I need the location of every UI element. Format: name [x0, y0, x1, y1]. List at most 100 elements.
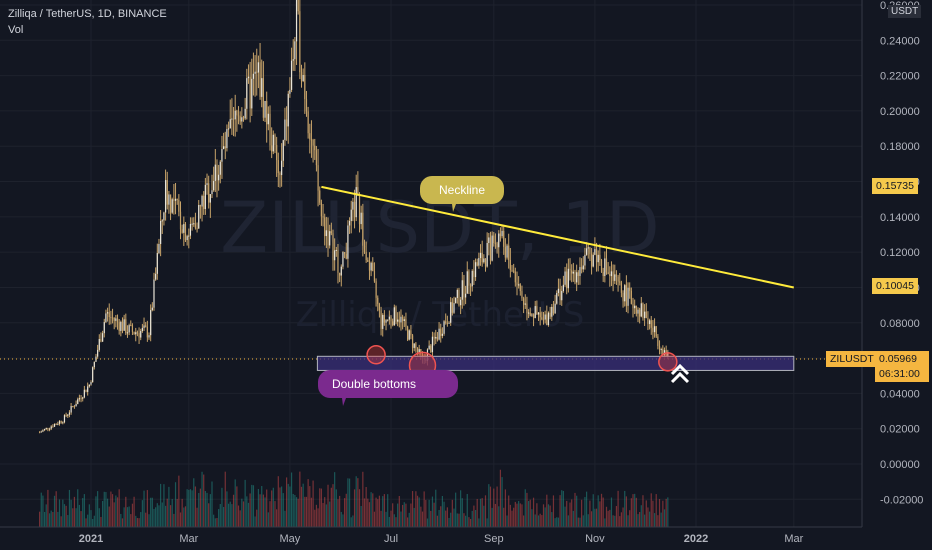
- volume-bar: [209, 494, 211, 527]
- candle-body: [640, 303, 642, 317]
- volume-bar: [473, 505, 475, 527]
- candle-body: [226, 129, 228, 149]
- volume-bar: [90, 510, 92, 527]
- volume-bar: [526, 492, 528, 527]
- volume-bar: [403, 502, 405, 527]
- volume-bar: [237, 505, 240, 527]
- candle-body: [72, 406, 74, 408]
- volume-bar: [377, 499, 379, 527]
- volume-bar: [586, 491, 588, 527]
- candle-body: [503, 230, 505, 247]
- bottom-marker: [366, 345, 386, 365]
- volume-bar: [594, 508, 596, 527]
- volume-bar: [256, 509, 258, 527]
- candle-body: [382, 314, 384, 329]
- candle-body: [466, 271, 468, 294]
- candle-body: [357, 187, 359, 195]
- candle-body: [100, 339, 102, 342]
- chart-grid: [0, 0, 862, 527]
- candle-body: [227, 128, 230, 130]
- volume-bar: [380, 510, 382, 527]
- candle-body: [521, 291, 523, 299]
- candle-body: [539, 312, 541, 318]
- volume-legend[interactable]: Vol: [8, 24, 24, 36]
- candle-body: [183, 224, 185, 233]
- volume-bar: [358, 489, 361, 527]
- volume-bar: [466, 493, 468, 527]
- price-axis: 0.260000.240000.220000.200000.180000.160…: [880, 0, 923, 506]
- candle-body: [387, 319, 389, 321]
- candle-body: [294, 41, 296, 60]
- volume-bar: [397, 503, 399, 527]
- volume-bar: [48, 513, 51, 527]
- candle-body: [223, 146, 225, 150]
- volume-bar: [564, 506, 566, 527]
- candle-body: [375, 281, 377, 298]
- volume-bar: [135, 515, 137, 527]
- symbol-title[interactable]: Zilliqa / TetherUS, 1D, BINANCE: [8, 8, 167, 20]
- volume-bar: [614, 515, 616, 527]
- candle-body: [319, 190, 321, 203]
- neckline-label: Neckline: [439, 183, 485, 197]
- volume-bar: [521, 504, 523, 527]
- candle-body: [48, 428, 51, 430]
- candle-body: [353, 201, 356, 218]
- volume-bar: [612, 515, 614, 527]
- volume-bar: [493, 488, 495, 527]
- volume-bar: [87, 514, 89, 527]
- volume-bar: [523, 515, 525, 527]
- candle-body: [642, 303, 644, 319]
- volume-bar: [110, 491, 112, 527]
- candle-body: [155, 273, 157, 280]
- candle-body: [532, 314, 535, 319]
- volume-bar: [274, 501, 276, 527]
- volume-bar: [261, 486, 263, 527]
- candle-body: [556, 292, 558, 304]
- volume-bar: [491, 507, 493, 527]
- candle-body: [393, 307, 395, 326]
- candle-body: [347, 225, 349, 259]
- candle-body: [196, 228, 198, 230]
- candle-body: [251, 78, 253, 109]
- candle-body: [428, 345, 430, 350]
- candle-body: [614, 274, 616, 281]
- volume-bar: [350, 517, 352, 527]
- volume-bar: [169, 505, 172, 527]
- volume-bar: [644, 514, 646, 527]
- volume-bar: [125, 496, 127, 527]
- volume-bar: [590, 511, 593, 527]
- candle-body: [264, 100, 266, 118]
- candle-body: [279, 173, 281, 176]
- candle-body: [60, 421, 62, 423]
- candle-body: [627, 287, 629, 306]
- candle-body: [325, 230, 327, 237]
- candle-body: [244, 108, 246, 119]
- candle-body: [176, 198, 178, 200]
- time-axis: 2021 Mar May Jul Sep Nov 2022 Mar: [79, 533, 804, 545]
- price-tick-label: 0.20000: [880, 106, 920, 118]
- candle-body: [549, 312, 551, 317]
- volume-bar: [365, 486, 367, 527]
- volume-bar: [201, 471, 203, 527]
- volume-bar: [252, 485, 255, 527]
- volume-bar: [572, 510, 574, 527]
- volume-bar: [133, 496, 135, 527]
- candle-body: [622, 292, 624, 302]
- candle-body: [564, 271, 566, 285]
- volume-bar: [226, 491, 228, 527]
- candle-body: [350, 209, 352, 221]
- volume-bar: [352, 515, 354, 527]
- candle-body: [610, 271, 613, 277]
- volume-bar: [145, 512, 147, 527]
- volume-bar: [254, 516, 256, 527]
- volume-bar: [285, 477, 288, 527]
- volume-bar: [498, 506, 500, 527]
- candle-body: [330, 231, 332, 234]
- volume-bar: [597, 495, 599, 527]
- volume-bar: [647, 507, 649, 527]
- candle-body: [67, 414, 69, 416]
- candle-body: [272, 134, 274, 152]
- candle-body: [358, 194, 361, 225]
- volume-bar: [423, 491, 425, 527]
